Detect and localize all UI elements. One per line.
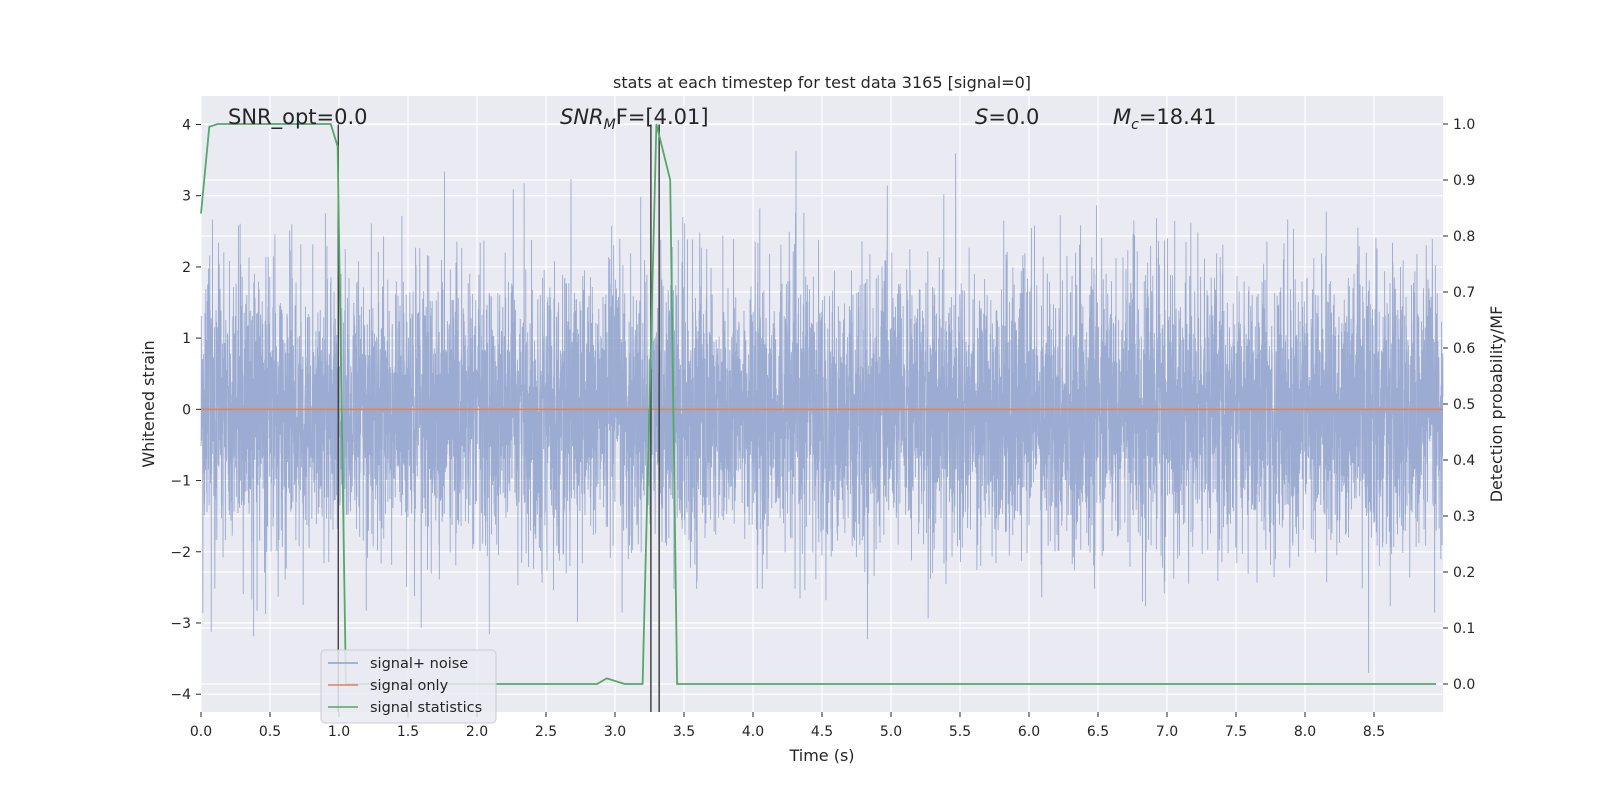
annotation-mc: Mc=18.41 bbox=[1113, 105, 1217, 133]
y2-tick-label: 1.0 bbox=[1453, 117, 1475, 133]
y2-tick-label: 0.4 bbox=[1453, 453, 1475, 469]
annotation-s: S=0.0 bbox=[975, 105, 1039, 129]
series-signal-statistics bbox=[200, 123, 1437, 685]
x-tick-label: 4.5 bbox=[811, 724, 833, 740]
y-tick-label: 4 bbox=[182, 117, 191, 133]
y2-tick-label: 0.1 bbox=[1453, 621, 1475, 637]
y2-tick-label: 0.9 bbox=[1453, 173, 1475, 189]
x-tick-label: 4.0 bbox=[742, 724, 764, 740]
x-tick-label: 5.5 bbox=[949, 724, 971, 740]
annotations: SNR_opt=0.0 SNRMF=[4.01] S=0.0 Mc=18.41 bbox=[228, 105, 1217, 133]
legend-label-signal: signal only bbox=[370, 678, 449, 694]
y-tick-label: 3 bbox=[182, 189, 191, 205]
annotation-snr-opt: SNR_opt=0.0 bbox=[228, 105, 368, 130]
series-signal-noise bbox=[200, 150, 1444, 673]
y2-tick-label: 0.6 bbox=[1453, 341, 1475, 357]
y2-tick-label: 0.5 bbox=[1453, 397, 1475, 413]
x-tick-label: 1.5 bbox=[397, 724, 419, 740]
y2-tick-label: 0.2 bbox=[1453, 565, 1475, 581]
y2-axis-label: Detection probability/MF bbox=[1487, 306, 1506, 503]
y2-tick-label: 0.0 bbox=[1453, 677, 1475, 693]
right-axis-ticks: 1.0 0.9 0.8 0.7 0.6 0.5 0.4 0.3 0.2 0.1 0.0 bbox=[1443, 117, 1475, 693]
x-axis-label: Time (s) bbox=[788, 746, 854, 765]
y-tick-label: 0 bbox=[182, 402, 191, 418]
x-tick-label: 5.0 bbox=[880, 724, 902, 740]
y-tick-label: −4 bbox=[170, 687, 191, 703]
x-tick-label: 0.5 bbox=[259, 724, 281, 740]
x-tick-label: 2.0 bbox=[466, 724, 488, 740]
left-axis-ticks: 4 3 2 1 0 −1 −2 −3 −4 bbox=[170, 117, 201, 703]
y-tick-label: −2 bbox=[170, 545, 191, 561]
x-axis-ticks: 0.0 0.5 1.0 1.5 2.0 2.5 3.0 3.5 4.0 4.5 5.0 5.5 6.0 6… bbox=[190, 712, 1385, 740]
legend-box bbox=[320, 649, 497, 724]
annotation-snr-mf: SNRMF=[4.01] bbox=[560, 105, 709, 133]
y-tick-label: −3 bbox=[170, 616, 191, 632]
y-tick-label: 1 bbox=[182, 331, 191, 347]
y-tick-label: −1 bbox=[170, 474, 191, 490]
chart-title: stats at each timestep for test data 316… bbox=[613, 73, 1031, 92]
x-tick-label: 7.0 bbox=[1156, 724, 1178, 740]
legend-label-stats: signal statistics bbox=[370, 700, 482, 716]
legend-label-noise: signal+ noise bbox=[370, 656, 468, 672]
y-axis-label: Whitened strain bbox=[139, 340, 158, 467]
noise-layer bbox=[200, 150, 1444, 673]
y2-tick-label: 0.8 bbox=[1453, 229, 1475, 245]
x-tick-label: 6.5 bbox=[1087, 724, 1109, 740]
x-tick-label: 2.5 bbox=[535, 724, 557, 740]
x-tick-label: 3.5 bbox=[673, 724, 695, 740]
x-tick-label: 3.0 bbox=[604, 724, 626, 740]
y2-tick-label: 0.3 bbox=[1453, 509, 1475, 525]
x-tick-label: 8.0 bbox=[1294, 724, 1316, 740]
legend: signal+ noise signal only signal statist… bbox=[320, 649, 497, 724]
x-tick-label: 1.0 bbox=[328, 724, 350, 740]
y2-tick-label: 0.7 bbox=[1453, 285, 1475, 301]
stats-layer bbox=[200, 123, 1437, 685]
x-tick-label: 0.0 bbox=[190, 724, 212, 740]
x-tick-label: 6.0 bbox=[1018, 724, 1040, 740]
x-tick-label: 7.5 bbox=[1225, 724, 1247, 740]
y-tick-label: 2 bbox=[182, 260, 191, 276]
x-tick-label: 8.5 bbox=[1363, 724, 1385, 740]
